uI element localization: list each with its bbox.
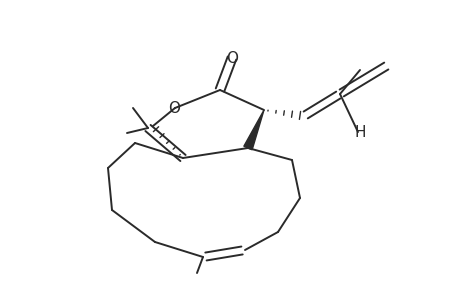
Polygon shape [243,110,263,150]
Text: O: O [168,100,179,116]
Text: O: O [225,50,237,65]
Text: H: H [353,124,365,140]
